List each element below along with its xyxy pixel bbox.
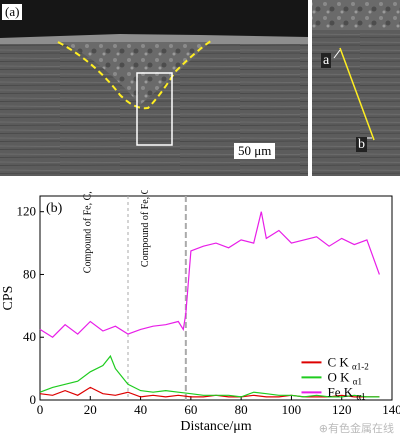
y-tick-label: 0: [30, 392, 37, 407]
x-tick-label: 120: [332, 402, 352, 417]
line-scan-path: [339, 47, 375, 141]
sem-micrograph-panel: [0, 0, 400, 176]
point-b-label: b: [356, 137, 367, 152]
scale-bar: 50 μm: [234, 143, 276, 159]
x-tick-label: 20: [84, 402, 97, 417]
x-tick-label: 140: [382, 402, 400, 417]
point-a-label: a: [321, 53, 332, 68]
y-tick-label: 80: [23, 266, 36, 281]
x-axis-label: Distance/μm: [180, 419, 251, 434]
series-line-fe: [39, 211, 380, 338]
y-tick-label: 120: [17, 204, 37, 219]
legend-label: Fe K α1: [327, 384, 365, 401]
watermark: ⊕有色金属在线: [318, 422, 394, 435]
x-tick-label: 40: [134, 402, 147, 417]
chart-panel-label: (b): [46, 201, 63, 216]
y-axis-label: CPS: [1, 286, 16, 311]
x-tick-label: 0: [37, 402, 44, 417]
scale-bar-text: 50 μm: [238, 143, 272, 158]
analysis-region-box: [136, 72, 173, 146]
annotation-label: Compound of Fe, C, O: [82, 190, 93, 273]
plot-frame: [39, 195, 393, 401]
x-tick-label: 60: [184, 402, 197, 417]
x-tick-label: 100: [282, 402, 302, 417]
series-line-o: [39, 354, 380, 398]
sem-panel-label: (a): [2, 4, 23, 20]
line-scan-chart: 0 20 40 60 80 100 120 140 0 40 80 120 Distance/μm CPS…: [1, 190, 400, 434]
annotation-label: Compound of Fe, C: [140, 190, 151, 267]
sem-image-left: [0, 0, 308, 176]
series-line-c: [39, 386, 380, 398]
reaction-zone-outline: [57, 39, 213, 110]
x-tick-label: 80: [235, 402, 248, 417]
y-tick-label: 40: [23, 329, 36, 344]
